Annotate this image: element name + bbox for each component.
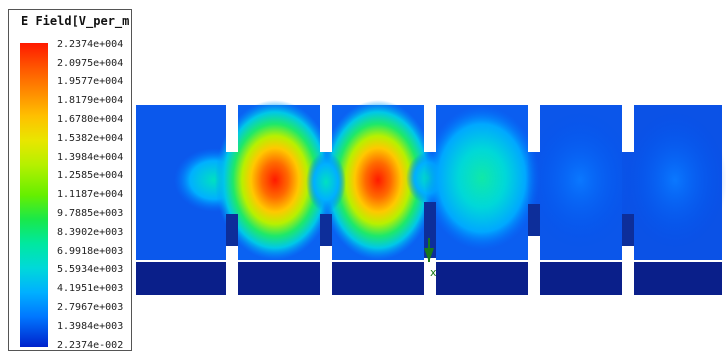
axis-arrow	[424, 248, 434, 262]
iris-post-top	[424, 105, 436, 152]
legend-tick: 1.5382e+004	[57, 133, 124, 144]
lower-gap	[528, 236, 540, 296]
legend-tick: 1.3984e+003	[57, 321, 124, 332]
legend-title: E Field[V_per_m	[21, 14, 130, 28]
legend-tick: 1.9577e+004	[57, 76, 124, 87]
legend-tick: 2.2374e-002	[57, 340, 124, 351]
axis-label: x	[430, 266, 437, 279]
legend-tick: 6.9918e+003	[57, 246, 124, 257]
lower-gap	[320, 246, 332, 296]
legend-tick: 2.0975e+004	[57, 58, 124, 69]
field-low-1	[525, 110, 635, 250]
substrate-segment	[634, 262, 722, 295]
field-peak-1	[215, 100, 335, 260]
coupling-block	[528, 204, 540, 236]
lower-gap	[226, 246, 238, 296]
legend-tick: 1.3984e+004	[57, 152, 124, 163]
iris-post-top	[320, 105, 332, 152]
legend-tick: 9.7885e+003	[57, 208, 124, 219]
substrate-segment	[136, 262, 226, 295]
coupling-blocks	[226, 202, 634, 258]
substrate-segment	[540, 262, 622, 295]
legend-tick: 4.1951e+003	[57, 283, 124, 294]
substrate	[136, 262, 722, 295]
substrate-segment	[238, 262, 320, 295]
legend-tick: 1.1187e+004	[57, 189, 124, 200]
legend-color-bar	[20, 43, 48, 347]
coupling-block	[424, 202, 436, 258]
field-peak-2	[320, 100, 436, 260]
legend-tick: 1.6780e+004	[57, 114, 124, 125]
iris-post-top	[622, 105, 634, 152]
legend-tick: 1.2585e+004	[57, 170, 124, 181]
field-low-2	[623, 110, 726, 250]
coupling-block	[622, 214, 634, 246]
iris-post-top	[226, 105, 238, 152]
coupling-block	[320, 214, 332, 246]
legend-tick: 1.8179e+004	[57, 95, 124, 106]
field-peak-3	[424, 106, 540, 250]
legend-tick: 5.5934e+003	[57, 264, 124, 275]
lower-gaps	[226, 236, 634, 296]
substrate-segment	[436, 262, 528, 295]
legend-tick: 2.2374e+004	[57, 39, 124, 50]
iris-post-top	[528, 105, 540, 152]
axis-triad: x	[424, 238, 437, 279]
field-distribution	[174, 100, 726, 260]
lower-gap	[622, 246, 634, 296]
iris-posts	[226, 105, 634, 152]
lower-gap	[424, 258, 436, 296]
color-legend: E Field[V_per_m 2.2374e+004 2.0975e+004 …	[8, 9, 132, 351]
substrate-segment	[332, 262, 424, 295]
legend-tick: 8.3902e+003	[57, 227, 124, 238]
field-bridge	[306, 152, 346, 212]
legend-tick: 2.7967e+003	[57, 302, 124, 313]
coupling-block	[226, 214, 238, 246]
